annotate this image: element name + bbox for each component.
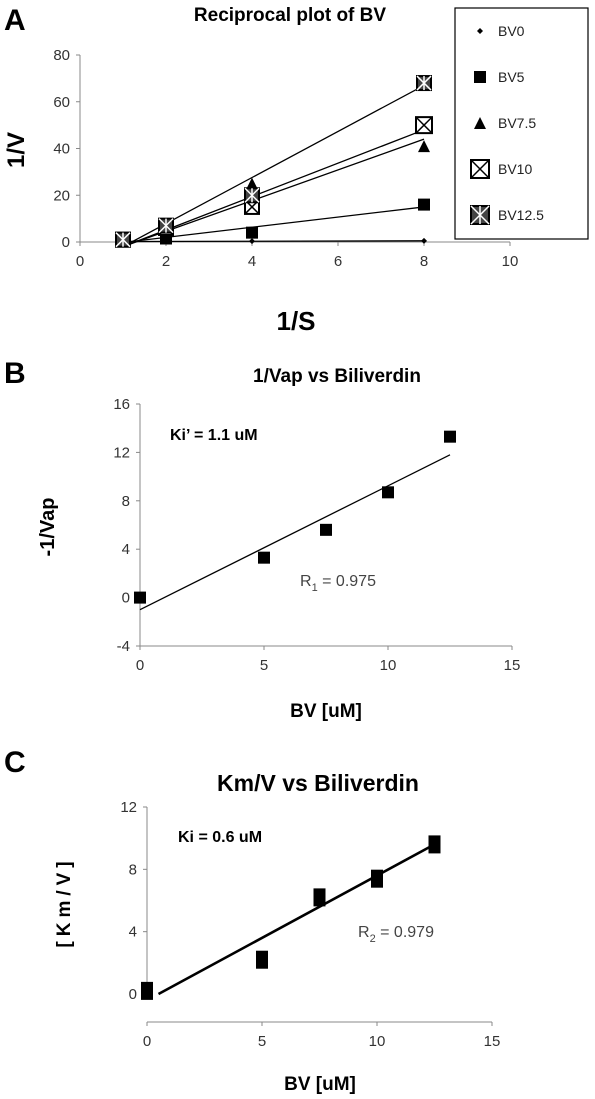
y-tick-label: 20 [53, 187, 70, 204]
r-subscript: 2 [370, 933, 376, 945]
data-point [246, 177, 258, 190]
x-tick-label: 4 [248, 253, 256, 270]
x-tick-label: 15 [484, 1033, 501, 1050]
legend-marker [470, 205, 490, 225]
y-axis-label: -1/Vap [37, 498, 59, 557]
data-point [249, 238, 255, 245]
x-tick-label: 2 [162, 253, 170, 270]
data-point [421, 237, 427, 244]
legend-item: BV0 [477, 23, 525, 39]
x-tick-label: 10 [502, 253, 519, 270]
data-point [416, 75, 432, 92]
ki-annotation: Ki’ = 1.1 uM [170, 427, 258, 444]
data-point [141, 981, 153, 1000]
y-tick-label: -4 [117, 638, 130, 655]
data-point [371, 869, 383, 888]
legend-label: BV12.5 [498, 207, 544, 223]
trend-line [122, 206, 425, 244]
y-tick-label: 80 [53, 47, 70, 64]
r-value-annotation: R2 = 0.979 [358, 924, 434, 945]
data-point [244, 187, 260, 204]
data-point [158, 217, 174, 234]
r-subscript: 1 [312, 582, 318, 594]
x-tick-label: 0 [76, 253, 84, 270]
legend-label: BV10 [498, 161, 532, 177]
y-tick-label: 0 [122, 590, 130, 607]
data-point [246, 226, 258, 239]
x-tick-label: 15 [504, 657, 521, 674]
data-point [444, 430, 456, 443]
y-tick-label: 12 [113, 444, 130, 461]
legend-item: BV7.5 [474, 115, 536, 131]
data-point [418, 198, 430, 211]
x-tick-label: 8 [420, 253, 428, 270]
y-tick-label: 4 [122, 541, 130, 558]
legend-label: BV0 [498, 23, 525, 39]
x-tick-label: 0 [143, 1033, 151, 1050]
data-point [415, 116, 433, 135]
legend-marker [477, 28, 483, 34]
r-label: R [300, 573, 312, 590]
x-tick-label: 5 [258, 1033, 266, 1050]
ki-annotation: Ki = 0.6 uM [178, 829, 262, 846]
legend-label: BV7.5 [498, 115, 536, 131]
x-axis-label: BV [uM] [290, 701, 362, 722]
y-tick-label: 40 [53, 141, 70, 158]
panel-b-chart: B 1/Vap vs Biliverdin -4 0 4 8 12 16 0 5 10 15 -1/Va… [4, 357, 520, 722]
panel-letter: A [4, 4, 26, 37]
x-axis-label: BV [uM] [284, 1074, 356, 1095]
data-point [428, 835, 441, 854]
y-tick-label: 8 [129, 861, 137, 878]
legend-marker [474, 117, 486, 129]
y-tick-label: 12 [120, 799, 137, 816]
legend-item: BV10 [470, 159, 532, 179]
x-tick-label: 10 [369, 1033, 386, 1050]
legend-marker [474, 71, 486, 83]
data-point [134, 591, 146, 604]
legend: BV0 BV5 BV7.5 BV10 BV12.5 [454, 7, 589, 240]
y-tick-label: 0 [62, 234, 70, 251]
chart-title: Reciprocal plot of BV [194, 5, 386, 26]
data-point [258, 551, 270, 564]
x-tick-label: 10 [380, 657, 397, 674]
data-point [418, 140, 430, 153]
chart-title: 1/Vap vs Biliverdin [253, 366, 421, 387]
panel-a-chart: A Reciprocal plot of BV 0 20 40 60 80 0 2 4 6 8 10 1/… [3, 4, 589, 336]
y-tick-label: 4 [129, 924, 137, 941]
y-tick-label: 0 [129, 986, 137, 1003]
panel-c-chart: C Km/V vs Biliverdin 0 4 8 12 0 5 10 15 [Km/V] BV [… [4, 746, 500, 1095]
trend-line [157, 843, 436, 996]
panel-letter: C [4, 746, 26, 779]
r-value: = 0.975 [318, 573, 376, 590]
legend-marker [470, 159, 490, 179]
data-point [313, 888, 326, 907]
x-tick-label: 0 [136, 657, 144, 674]
y-axis-label: 1/V [3, 132, 30, 168]
trend-line [122, 240, 425, 243]
x-tick-label: 5 [260, 657, 268, 674]
data-point [320, 523, 332, 536]
r-value: = 0.979 [376, 924, 434, 941]
r-value-annotation: R1 = 0.975 [300, 573, 376, 594]
data-point [115, 231, 131, 248]
legend-item: BV5 [474, 69, 525, 85]
x-tick-label: 6 [334, 253, 342, 270]
trend-line [139, 454, 451, 611]
legend-item: BV12.5 [470, 205, 544, 225]
y-tick-label: 16 [113, 396, 130, 413]
x-axis-label: 1/S [276, 306, 315, 336]
panel-letter: B [4, 357, 26, 390]
data-point [256, 950, 268, 969]
y-tick-label: 60 [53, 94, 70, 111]
y-tick-label: 8 [122, 493, 130, 510]
r-label: R [358, 924, 370, 941]
y-axis-label: [Km/V] [54, 856, 75, 947]
legend-label: BV5 [498, 69, 525, 85]
series-bv12-5 [115, 75, 432, 248]
data-point [382, 486, 394, 499]
chart-title: Km/V vs Biliverdin [217, 770, 419, 796]
